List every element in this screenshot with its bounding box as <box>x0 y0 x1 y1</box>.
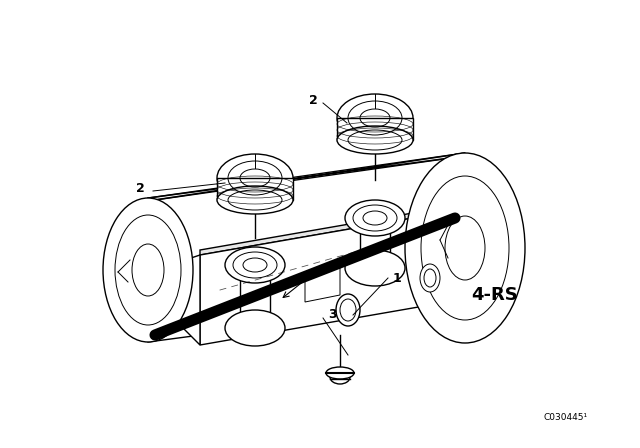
Text: 1: 1 <box>393 271 402 284</box>
Ellipse shape <box>337 126 413 154</box>
Polygon shape <box>360 218 390 268</box>
Ellipse shape <box>330 370 350 384</box>
Polygon shape <box>155 255 200 345</box>
Ellipse shape <box>217 186 293 214</box>
Polygon shape <box>305 268 340 302</box>
Polygon shape <box>430 200 488 305</box>
Ellipse shape <box>217 154 293 202</box>
Text: 4-RS: 4-RS <box>472 286 518 304</box>
Ellipse shape <box>225 310 285 346</box>
Ellipse shape <box>103 198 193 342</box>
Ellipse shape <box>326 367 354 379</box>
Text: 3: 3 <box>328 309 337 322</box>
Polygon shape <box>240 265 270 330</box>
Text: 2: 2 <box>309 94 318 107</box>
Text: 2: 2 <box>136 181 145 194</box>
Text: C030445¹: C030445¹ <box>544 413 588 422</box>
Polygon shape <box>337 118 413 140</box>
Ellipse shape <box>420 264 440 292</box>
Polygon shape <box>200 215 430 345</box>
Polygon shape <box>217 178 293 200</box>
Ellipse shape <box>345 200 405 236</box>
Ellipse shape <box>337 94 413 142</box>
Polygon shape <box>200 210 430 255</box>
Ellipse shape <box>225 247 285 283</box>
Ellipse shape <box>405 153 525 343</box>
Ellipse shape <box>345 250 405 286</box>
Ellipse shape <box>336 294 360 326</box>
Polygon shape <box>148 153 465 201</box>
